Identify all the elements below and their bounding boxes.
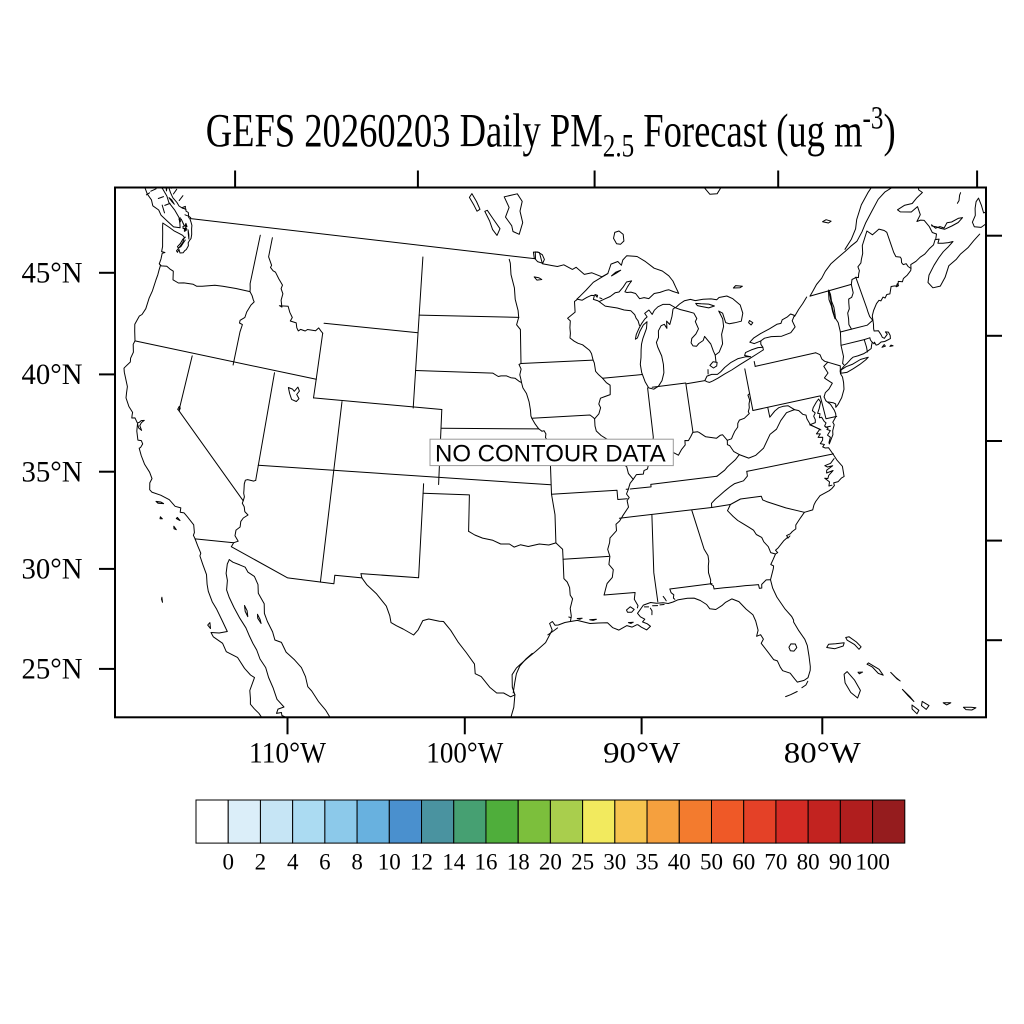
- svg-text:12: 12: [410, 850, 433, 875]
- svg-text:90°W: 90°W: [603, 737, 681, 770]
- svg-text:40°N: 40°N: [22, 358, 83, 391]
- svg-text:14: 14: [442, 850, 466, 875]
- svg-text:40: 40: [668, 850, 691, 875]
- svg-text:2: 2: [255, 850, 267, 875]
- svg-text:100°W: 100°W: [426, 737, 504, 770]
- svg-text:50: 50: [700, 850, 723, 875]
- svg-text:20: 20: [539, 850, 562, 875]
- svg-text:10: 10: [378, 850, 401, 875]
- svg-text:45°N: 45°N: [22, 257, 83, 290]
- svg-text:80: 80: [797, 850, 820, 875]
- svg-text:18: 18: [507, 850, 530, 875]
- svg-text:90: 90: [829, 850, 852, 875]
- svg-text:8: 8: [351, 850, 363, 875]
- svg-text:GEFS 20260203 Daily PM2.5 Fore: GEFS 20260203 Daily PM2.5 Forecast (ug m…: [206, 100, 896, 164]
- svg-text:30: 30: [603, 850, 626, 875]
- svg-text:6: 6: [319, 850, 331, 875]
- svg-text:70: 70: [764, 850, 787, 875]
- svg-text:100: 100: [855, 850, 890, 875]
- svg-text:80°W: 80°W: [784, 737, 862, 770]
- svg-text:0: 0: [222, 850, 234, 875]
- svg-text:4: 4: [287, 850, 299, 875]
- svg-text:60: 60: [732, 850, 755, 875]
- svg-text:16: 16: [475, 850, 498, 875]
- svg-text:110°W: 110°W: [249, 737, 327, 770]
- svg-text:30°N: 30°N: [22, 553, 83, 586]
- svg-text:35: 35: [636, 850, 659, 875]
- svg-text:35°N: 35°N: [22, 456, 83, 489]
- svg-text:25°N: 25°N: [22, 653, 83, 686]
- svg-text:NO CONTOUR DATA: NO CONTOUR DATA: [435, 441, 666, 468]
- svg-text:25: 25: [571, 850, 594, 875]
